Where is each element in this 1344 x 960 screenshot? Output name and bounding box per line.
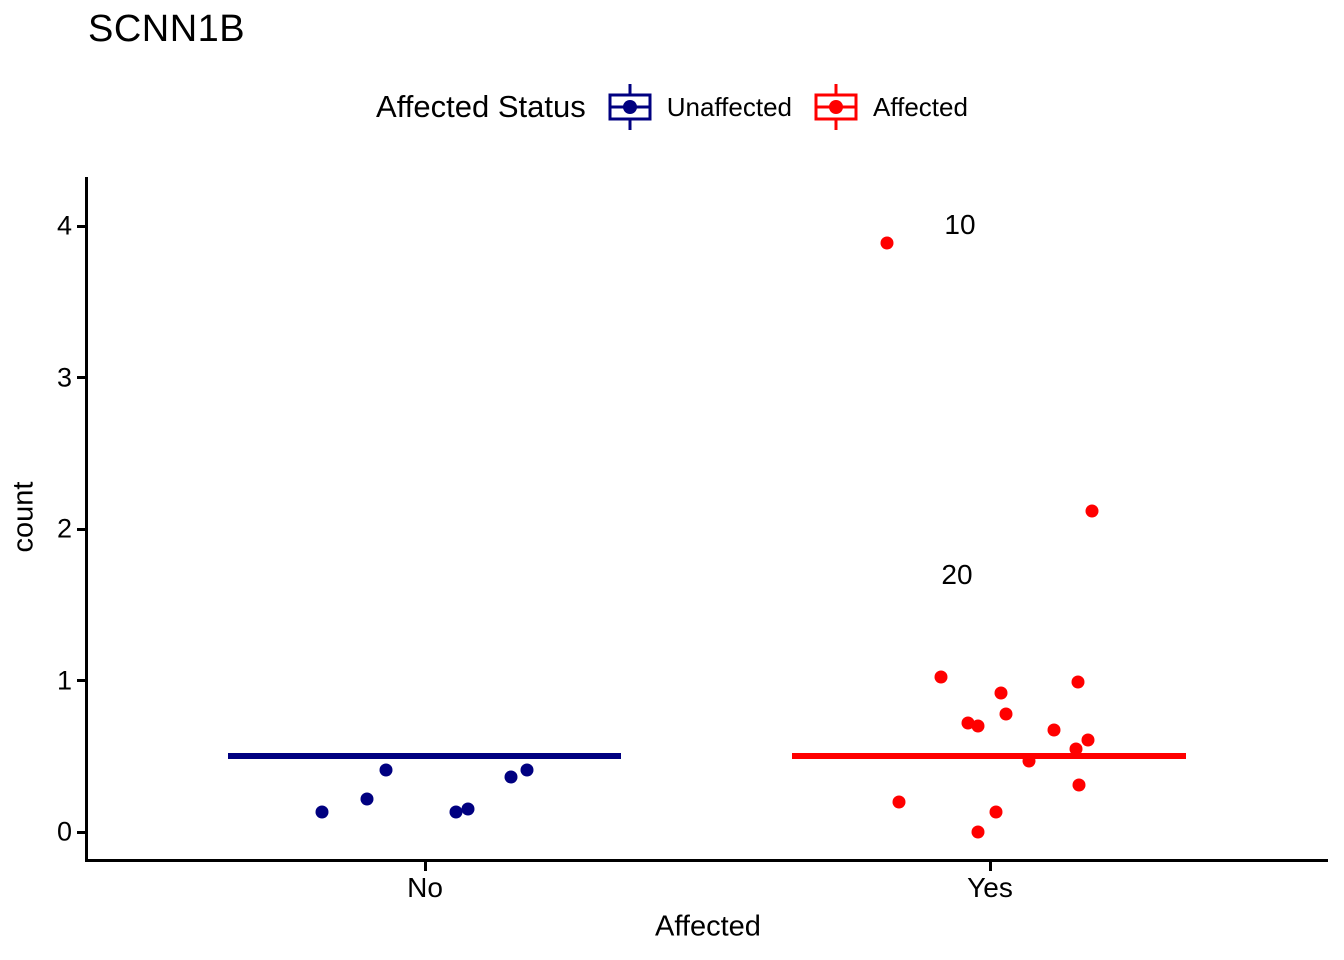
data-point-unaffected xyxy=(449,805,463,819)
x-axis-tick xyxy=(988,862,992,871)
outlier-label: 10 xyxy=(944,209,976,240)
data-point-affected xyxy=(989,805,1003,819)
y-axis-title: count xyxy=(7,481,40,553)
legend-entry-unaffected: Unaffected xyxy=(608,83,792,131)
x-axis-tick-label: No xyxy=(407,872,443,903)
data-point-affected xyxy=(1071,675,1085,689)
y-axis-tick-label: 2 xyxy=(56,513,72,544)
y-axis-tick-label: 3 xyxy=(56,362,72,392)
data-point-affected xyxy=(934,670,948,684)
data-point-affected xyxy=(892,795,906,809)
crossbar-no xyxy=(228,753,621,760)
x-axis-tick-label: Yes xyxy=(967,872,1013,903)
legend-entry-affected: Affected xyxy=(814,83,968,131)
data-point-affected xyxy=(1072,778,1086,792)
x-axis-line xyxy=(85,859,1328,862)
y-axis-tick xyxy=(77,527,86,531)
data-point-unaffected xyxy=(379,763,393,777)
data-point-affected xyxy=(971,719,985,733)
legend-title: Affected Status xyxy=(376,89,586,124)
data-point-unaffected xyxy=(461,802,475,816)
data-point-affected xyxy=(1069,742,1083,756)
y-axis-tick-label: 4 xyxy=(56,210,72,241)
data-point-affected xyxy=(961,716,975,730)
data-point-affected xyxy=(1022,754,1036,768)
x-axis-tick xyxy=(423,862,427,871)
crossbar-yes xyxy=(792,753,1186,760)
legend-label-unaffected: Unaffected xyxy=(666,91,793,122)
data-point-affected xyxy=(994,686,1008,700)
y-axis-line xyxy=(85,177,88,862)
outlier-label: 20 xyxy=(941,559,973,590)
data-point-affected xyxy=(1047,723,1061,737)
y-axis-tick xyxy=(77,830,86,834)
data-point-unaffected xyxy=(315,805,329,819)
data-point-unaffected xyxy=(504,770,518,784)
boxplot-key-unaffected-icon xyxy=(608,84,652,130)
data-point-affected xyxy=(999,707,1013,721)
y-axis-tick xyxy=(77,376,86,379)
data-point-affected xyxy=(1081,733,1095,747)
y-axis-tick xyxy=(77,224,86,228)
boxplot-key-affected-icon xyxy=(814,84,858,130)
y-axis-tick xyxy=(77,679,86,682)
x-axis-title: Affected xyxy=(655,910,761,943)
data-point-affected xyxy=(971,825,985,839)
data-point-affected xyxy=(1085,504,1099,518)
y-axis-tick-label: 1 xyxy=(56,665,72,695)
legend-label-affected: Affected xyxy=(873,91,968,122)
legend: Affected Status Unaffected Affected xyxy=(0,82,1344,132)
y-axis-tick-label: 0 xyxy=(56,816,72,847)
data-point-unaffected xyxy=(520,763,534,777)
chart-title: SCNN1B xyxy=(88,8,246,50)
data-point-affected xyxy=(880,236,894,250)
data-point-unaffected xyxy=(360,792,374,806)
